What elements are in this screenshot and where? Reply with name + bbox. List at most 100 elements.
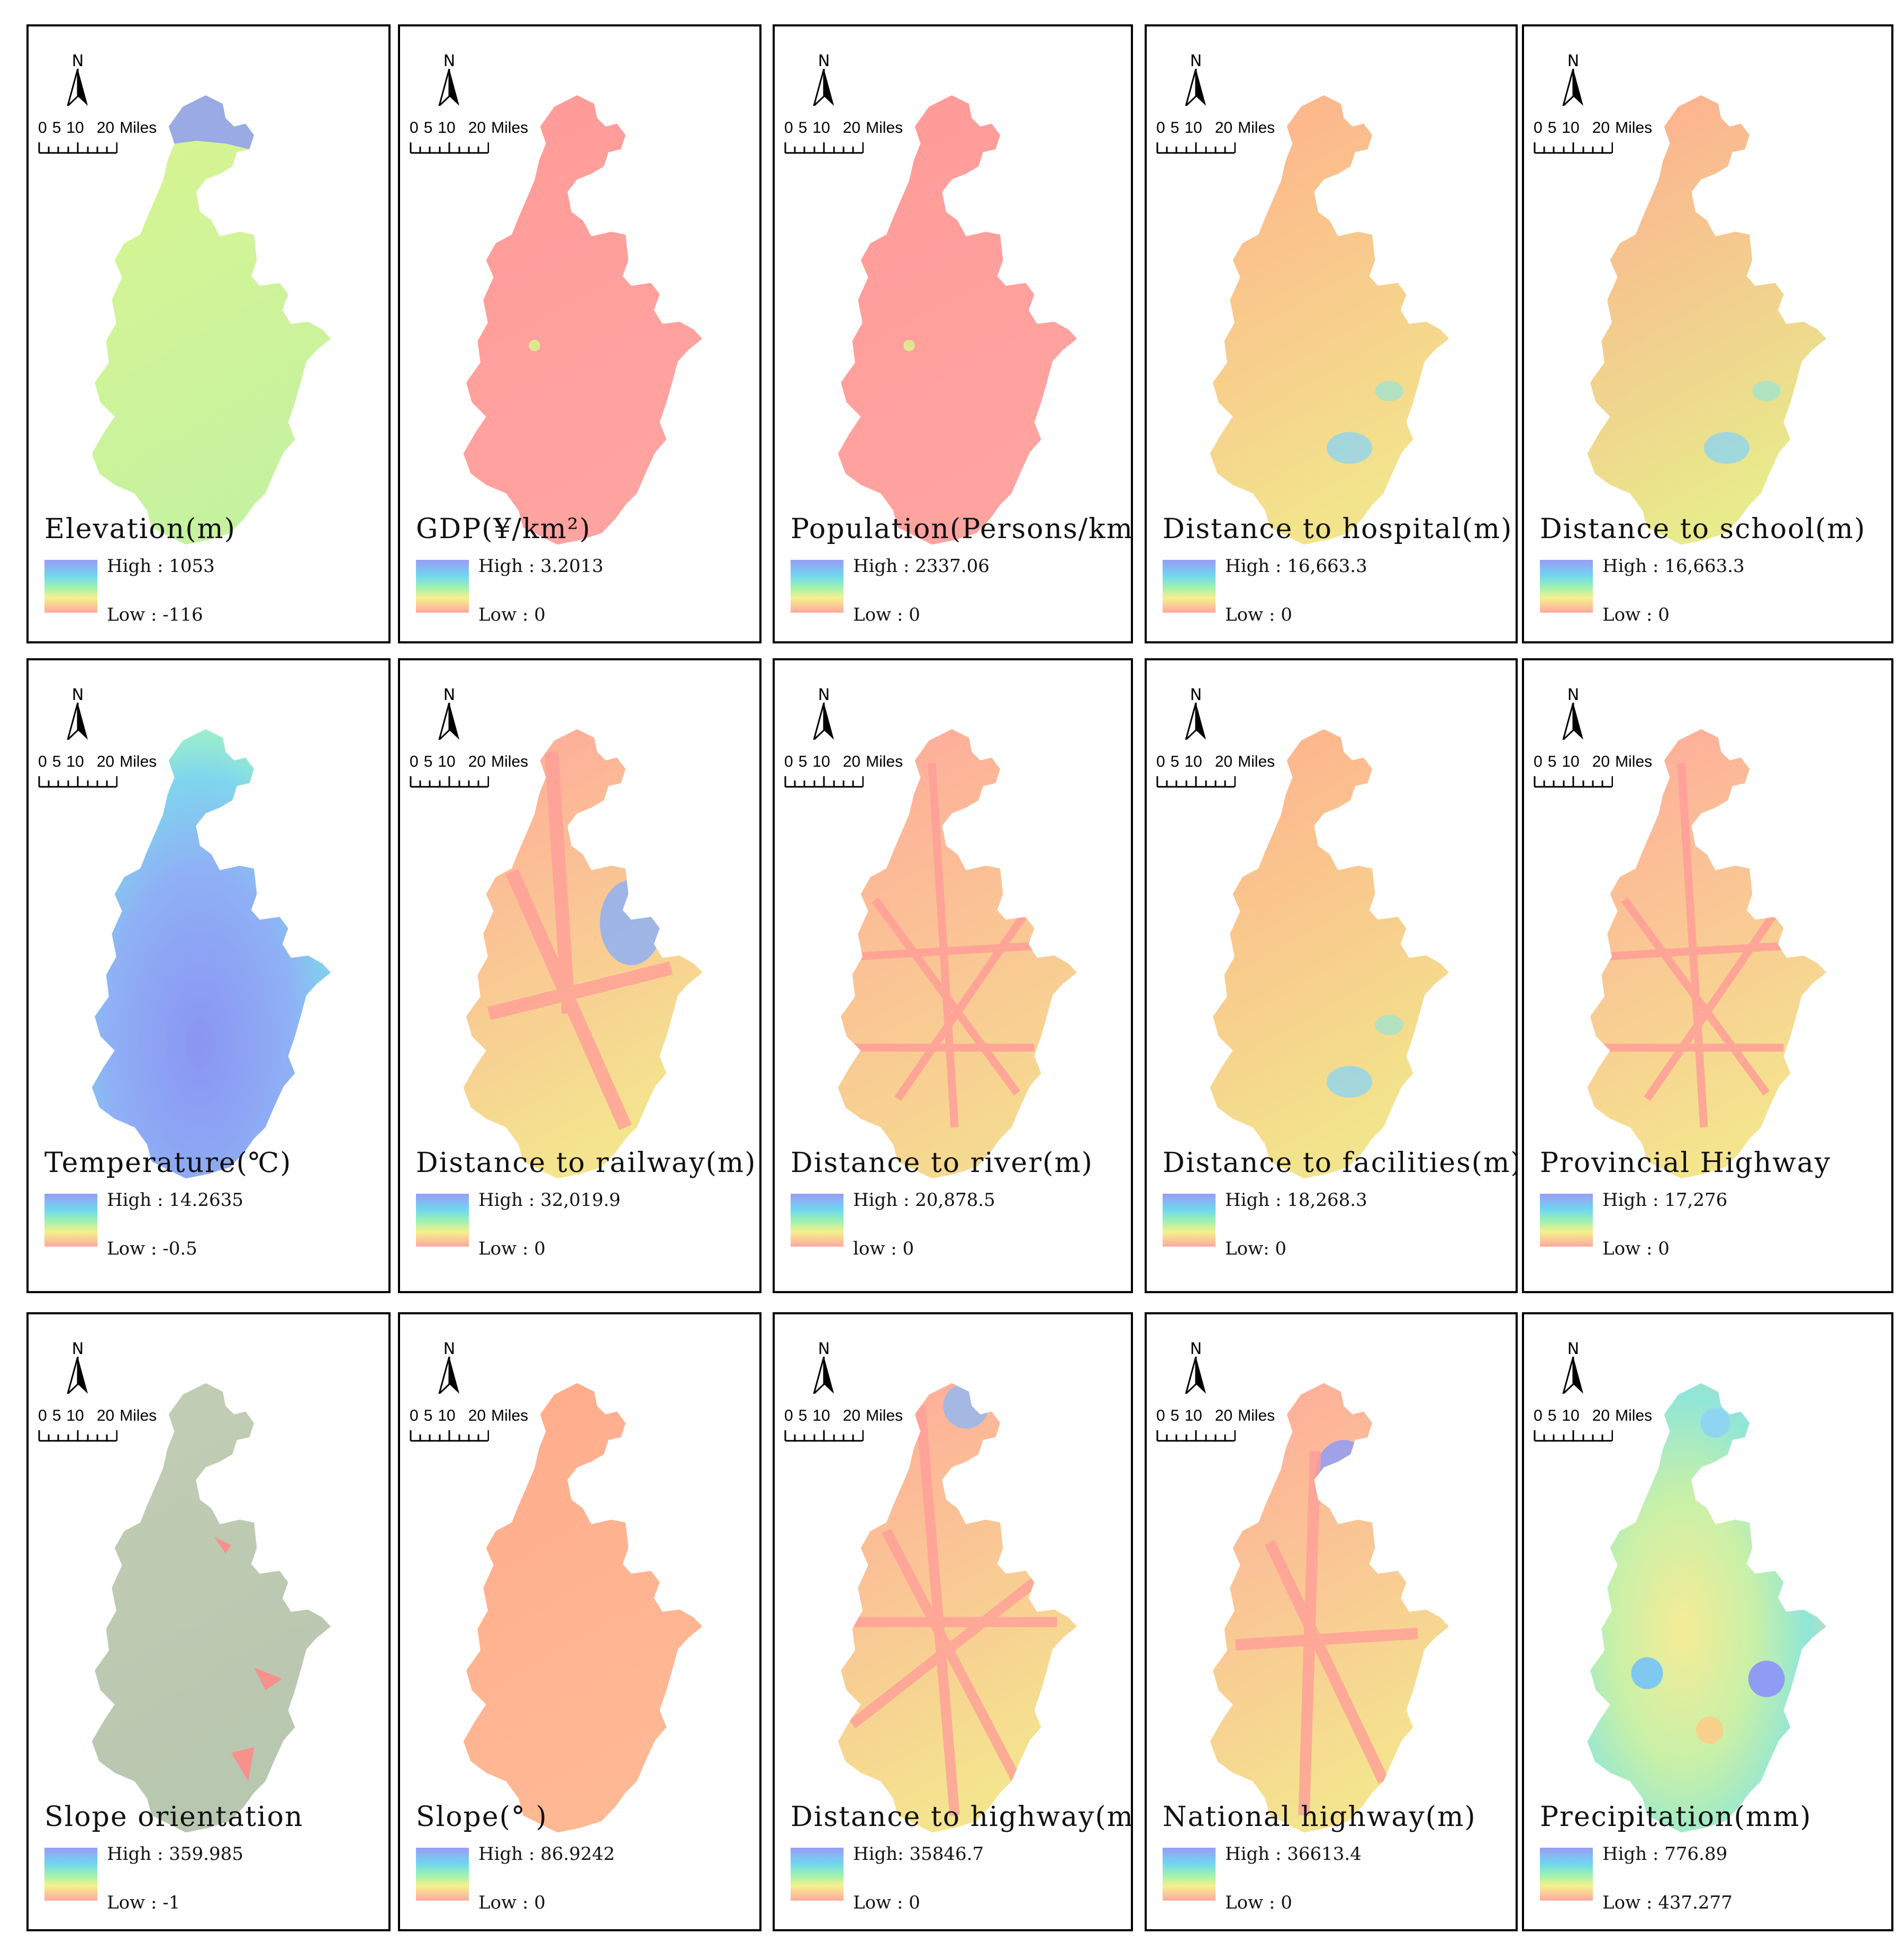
north-arrow-icon xyxy=(67,69,88,106)
scale-tick-label: 5 xyxy=(1170,119,1180,137)
scale-tick-label: 20 xyxy=(96,753,115,770)
legend-color-ramp xyxy=(1540,560,1593,613)
north-arrow-icon xyxy=(813,69,834,106)
scale-bar: 0 5 10 20 Miles xyxy=(410,753,528,795)
legend-color-ramp xyxy=(791,1848,844,1901)
scale-tick-label: 20 xyxy=(468,119,486,137)
map-title: Elevation(m) xyxy=(44,513,236,545)
legend-low: Low: 0 xyxy=(1225,1238,1287,1259)
legend: High : 2337.06 Low : 0 xyxy=(791,556,1087,625)
map-panel: N 0 5 10 20 Miles Provincial Highway xyxy=(1522,658,1893,1293)
north-arrow: N xyxy=(59,686,96,744)
scale-tick-label: 10 xyxy=(1562,753,1580,770)
legend-low: Low : 0 xyxy=(1602,1238,1670,1259)
north-label: N xyxy=(1190,1340,1202,1358)
north-arrow: N xyxy=(1177,686,1214,744)
scale-bar-ruler xyxy=(38,776,117,788)
scale-unit: Miles xyxy=(866,753,903,770)
north-label: N xyxy=(71,52,84,70)
north-arrow: N xyxy=(1555,52,1592,110)
scale-unit: Miles xyxy=(866,1407,903,1424)
scale-tick-label: 5 xyxy=(52,753,61,770)
map-layer xyxy=(838,729,1077,1179)
scale-tick-label: 0 xyxy=(1156,753,1165,770)
north-arrow-icon xyxy=(67,703,88,740)
legend: High : 1053 Low : -116 xyxy=(44,556,341,625)
north-arrow-icon xyxy=(1562,69,1583,106)
scale-tick-label: 10 xyxy=(66,119,84,137)
scale-tick-label: 0 xyxy=(784,119,793,137)
legend: High: 35846.7 Low : 0 xyxy=(791,1843,1087,1913)
legend-color-ramp xyxy=(416,1848,469,1901)
scale-bar: 0 5 10 20 Miles xyxy=(784,119,903,161)
scale-tick-label: 0 xyxy=(410,753,419,770)
legend-color-ramp xyxy=(791,1194,844,1247)
legend-high: High : 776.89 xyxy=(1602,1843,1728,1865)
map-title: Temperature(℃) xyxy=(44,1147,292,1179)
north-label: N xyxy=(818,686,830,704)
scale-unit: Miles xyxy=(1238,753,1275,770)
legend-color-ramp xyxy=(1163,560,1216,613)
region-shape xyxy=(1210,1383,1449,1833)
north-arrow-icon xyxy=(1185,69,1206,106)
map-pattern xyxy=(168,95,254,150)
scale-bar: 0 5 10 20 Miles xyxy=(1156,1407,1275,1449)
scale-unit: Miles xyxy=(1615,119,1653,137)
legend-high: High : 16,663.3 xyxy=(1602,556,1745,577)
legend-low: Low : 0 xyxy=(1602,604,1670,625)
north-arrow-icon xyxy=(1185,1357,1206,1394)
map-panel: N 0 5 10 20 Miles Temperature(℃) xyxy=(26,658,391,1293)
scale-bar-ruler xyxy=(410,142,489,154)
north-label: N xyxy=(71,1340,84,1358)
scale-tick-label: 10 xyxy=(1184,119,1202,137)
map-pattern xyxy=(1327,1014,1404,1098)
map-title: Distance to hospital(m) xyxy=(1163,513,1513,545)
scale-bar-ruler xyxy=(410,776,489,788)
north-label: N xyxy=(1567,1340,1580,1358)
map-layer xyxy=(1210,729,1449,1179)
map-layer xyxy=(1587,729,1827,1179)
map-pattern xyxy=(1595,763,1796,1128)
legend-high: High : 20,878.5 xyxy=(853,1189,995,1211)
scale-tick-label: 5 xyxy=(52,119,61,137)
scale-bar-ruler xyxy=(1156,142,1236,154)
north-label: N xyxy=(818,52,830,70)
scale-tick-label: 20 xyxy=(1592,119,1610,137)
scale-tick-label: 10 xyxy=(812,119,830,137)
north-label: N xyxy=(1567,52,1580,70)
scale-tick-label: 0 xyxy=(784,753,793,770)
scale-tick-label: 5 xyxy=(1547,753,1557,770)
legend-color-ramp xyxy=(1163,1848,1216,1901)
north-arrow-icon xyxy=(67,1357,88,1394)
north-arrow: N xyxy=(805,1340,842,1398)
scale-tick-label: 5 xyxy=(1170,1407,1180,1424)
north-arrow-icon xyxy=(813,703,834,740)
legend-color-ramp xyxy=(44,1848,97,1901)
scale-tick-label: 10 xyxy=(812,1407,830,1424)
scale-tick-label: 5 xyxy=(423,1407,433,1424)
north-arrow-icon xyxy=(1562,1357,1583,1394)
scale-tick-label: 10 xyxy=(812,753,830,770)
map-layer xyxy=(463,729,703,1179)
north-label: N xyxy=(818,1340,830,1358)
scale-tick-label: 5 xyxy=(798,1407,808,1424)
north-arrow: N xyxy=(805,52,842,110)
map-title: Precipitation(mm) xyxy=(1540,1801,1812,1833)
north-arrow: N xyxy=(59,52,96,110)
scale-tick-label: 0 xyxy=(1156,1407,1165,1424)
region-shape xyxy=(463,1383,703,1833)
legend-low: Low : 0 xyxy=(853,604,920,625)
scale-tick-label: 10 xyxy=(438,753,456,770)
scale-tick-label: 10 xyxy=(1184,753,1202,770)
scale-bar: 0 5 10 20 Miles xyxy=(784,1407,903,1449)
scale-tick-label: 20 xyxy=(1592,1407,1610,1424)
scale-tick-label: 20 xyxy=(842,119,861,137)
scale-bar-ruler xyxy=(784,1430,864,1442)
scale-bar: 0 5 10 20 Miles xyxy=(1156,753,1275,795)
legend-high: High : 36613.4 xyxy=(1225,1843,1362,1865)
map-pattern xyxy=(529,340,540,351)
legend-color-ramp xyxy=(1163,1194,1216,1247)
scale-tick-label: 10 xyxy=(66,1407,84,1424)
legend: High : 359.985 Low : -1 xyxy=(44,1843,341,1913)
scale-tick-label: 20 xyxy=(842,1407,861,1424)
